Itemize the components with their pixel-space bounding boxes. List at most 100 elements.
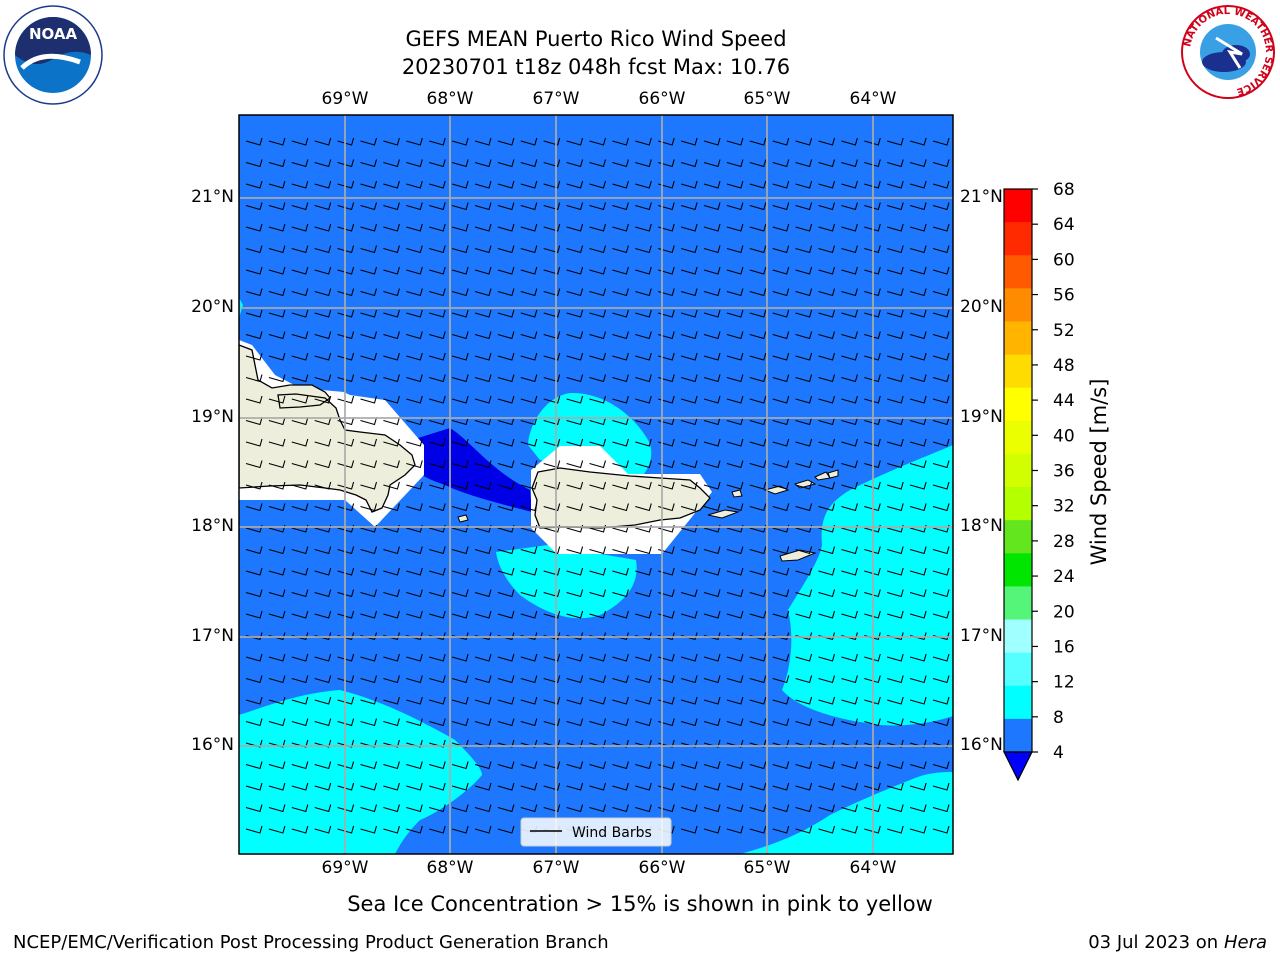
wind-barb xyxy=(451,223,469,232)
wind-barb xyxy=(383,245,400,254)
wind-barb xyxy=(360,223,378,232)
wind-barb xyxy=(841,804,858,813)
wind-barb xyxy=(429,804,446,813)
wind-barb xyxy=(406,481,423,490)
wind-barb xyxy=(314,288,332,297)
wind-barb xyxy=(383,718,400,727)
wind-barb xyxy=(497,438,515,447)
wind-barb xyxy=(337,245,355,254)
wind-barb xyxy=(566,460,584,469)
wind-barb xyxy=(818,589,836,598)
wind-barb xyxy=(360,503,378,512)
wind-barb xyxy=(360,202,378,211)
wind-contour-8-12-south-pr xyxy=(496,545,637,619)
wind-barb xyxy=(474,395,492,404)
wind-barb xyxy=(772,288,790,297)
wind-barb xyxy=(749,266,767,275)
wind-barb xyxy=(291,352,309,361)
wind-barb xyxy=(909,503,927,512)
wind-barb xyxy=(680,567,698,576)
wind-barb xyxy=(864,288,881,297)
wind-barb xyxy=(703,546,721,555)
wind-barb xyxy=(887,223,904,232)
wind-barb xyxy=(612,610,629,619)
wind-barb xyxy=(520,374,538,383)
wind-barb xyxy=(314,202,332,211)
wind-barb xyxy=(245,202,263,211)
wind-barb xyxy=(680,288,698,297)
wind-barb xyxy=(566,352,584,361)
wind-barb xyxy=(497,675,515,684)
wind-barb xyxy=(543,675,561,684)
wind-barb xyxy=(268,266,286,275)
wind-barb xyxy=(703,825,721,834)
colorbar-tick-label: 8 xyxy=(1053,708,1064,728)
lat-label-right-5: 16°N xyxy=(960,735,1003,755)
wind-barb xyxy=(680,546,698,555)
wind-barb xyxy=(566,159,584,168)
wind-barb xyxy=(314,417,332,426)
wind-barb xyxy=(360,481,378,490)
wind-barb xyxy=(268,245,286,254)
wind-barb xyxy=(451,718,469,727)
wind-barb xyxy=(612,438,629,447)
wind-barb xyxy=(887,137,904,146)
wind-barb xyxy=(726,374,744,383)
wind-barb xyxy=(932,567,950,576)
wind-barb xyxy=(612,718,629,727)
wind-barb xyxy=(749,202,767,211)
wind-barb xyxy=(612,159,629,168)
wind-barb xyxy=(795,610,813,619)
colorbar-segment xyxy=(1004,321,1032,356)
wind-barb xyxy=(932,288,950,297)
wind-barb xyxy=(383,352,400,361)
wind-barb xyxy=(406,675,423,684)
wind-barb xyxy=(749,180,767,189)
wind-barb xyxy=(451,245,469,254)
wind-contour-4-mona xyxy=(416,428,532,512)
wind-barb xyxy=(497,245,515,254)
wind-barb xyxy=(383,331,400,340)
wind-barb xyxy=(566,804,584,813)
wind-barb xyxy=(383,137,400,146)
wind-barb xyxy=(864,589,881,598)
wind-barb xyxy=(909,374,927,383)
wind-barb xyxy=(314,610,332,619)
wind-barb xyxy=(337,481,355,490)
wind-barb xyxy=(566,696,584,705)
wind-barb xyxy=(268,567,286,576)
colorbar-segment xyxy=(1004,189,1032,223)
wind-barb xyxy=(406,761,423,770)
wind-barb xyxy=(406,352,423,361)
wind-barb xyxy=(909,761,927,770)
wind-barb xyxy=(314,653,332,662)
wind-barb xyxy=(268,395,286,404)
wind-barb xyxy=(520,804,538,813)
wind-barb xyxy=(337,675,355,684)
wind-barb xyxy=(474,374,492,383)
wind-barb xyxy=(337,395,355,404)
map-gridlines xyxy=(239,115,953,854)
wind-barb xyxy=(245,438,263,447)
wind-barb xyxy=(864,223,881,232)
wind-barb xyxy=(749,374,767,383)
wind-barb xyxy=(818,417,836,426)
wind-barb xyxy=(589,675,607,684)
wind-barb xyxy=(887,266,904,275)
footer-date-text: 03 Jul 2023 on xyxy=(1088,932,1224,953)
wind-barb xyxy=(726,696,744,705)
wind-barb xyxy=(520,696,538,705)
wind-barb xyxy=(795,782,813,791)
wind-barb xyxy=(451,159,469,168)
lon-label-bottom-1: 68°W xyxy=(426,858,474,878)
lat-label-right-0: 21°N xyxy=(960,187,1003,207)
wind-barb xyxy=(520,589,538,598)
wind-barb xyxy=(932,546,950,555)
wind-barb xyxy=(543,804,561,813)
wind-barb xyxy=(337,352,355,361)
wind-barb xyxy=(612,202,629,211)
wind-barb xyxy=(703,696,721,705)
wind-barb xyxy=(291,202,309,211)
wind-barb xyxy=(795,675,813,684)
wind-barb xyxy=(543,460,561,469)
